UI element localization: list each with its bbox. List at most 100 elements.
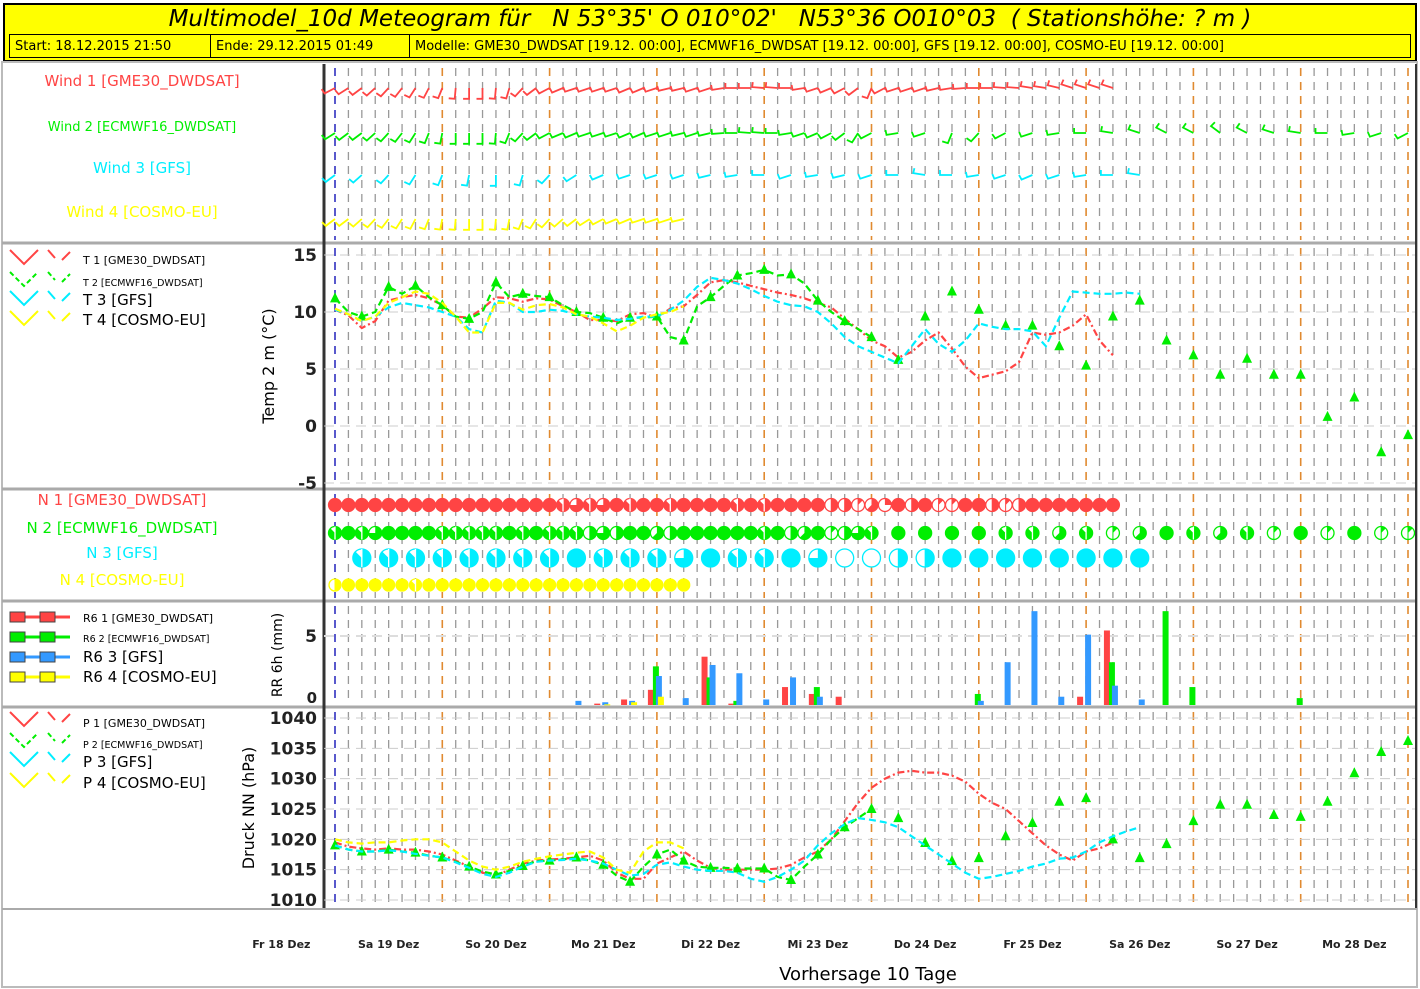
wind-barb <box>1127 124 1141 134</box>
cloud-cover-symbol <box>824 497 839 513</box>
wind-barb <box>320 87 336 95</box>
wind-barb <box>434 132 444 145</box>
cloud-fill <box>918 498 932 512</box>
wind-barb <box>476 219 484 231</box>
cloud-cover-symbol <box>432 548 452 568</box>
temp-legend-line-icon <box>9 310 71 327</box>
cloud-fill <box>1066 498 1080 512</box>
pressure-legend-line-icon <box>9 772 71 789</box>
wind-legend-label: Wind 3 [GFS] <box>93 159 191 177</box>
cloud-cover-symbol <box>663 525 678 541</box>
cloud-fill <box>341 526 355 540</box>
wind-barb <box>562 132 577 139</box>
wind-barb <box>992 82 1006 89</box>
cloud-fill <box>636 498 650 512</box>
cloud-cover-symbol <box>461 497 477 513</box>
day-label: Do 24 Dez <box>894 938 957 951</box>
precip-bar <box>682 698 689 705</box>
wind-barb <box>548 87 564 94</box>
pressure-marker <box>1295 810 1306 821</box>
cloud-fill <box>570 579 583 591</box>
wind-barb <box>375 174 390 185</box>
cloud-cover-symbol <box>1022 548 1043 568</box>
cloud-cover-symbol <box>327 497 343 513</box>
cloud-fill <box>972 498 986 512</box>
temp-marker <box>946 285 957 296</box>
cloud-cover-symbol <box>743 497 758 513</box>
pressure-line-m3 <box>334 816 1141 883</box>
precip-bar <box>1189 687 1196 705</box>
cloud-fill <box>355 579 368 591</box>
cloud-cover-symbol <box>837 525 852 541</box>
day-label: Mi 23 Dez <box>788 938 849 951</box>
cloud-fill <box>408 526 422 540</box>
cloud-cover-symbol <box>529 578 543 592</box>
cloud-fill <box>1106 498 1120 512</box>
wind-barb <box>696 86 711 93</box>
cloud-cover-symbol <box>770 497 785 513</box>
wind-barb <box>669 216 684 223</box>
wind-barb <box>589 218 604 226</box>
cloud-cover-symbol <box>462 578 476 592</box>
cloud-cover-symbol <box>1374 525 1389 541</box>
cloud-cover-symbol <box>1105 497 1121 513</box>
cloud-fill <box>342 579 355 591</box>
cloud-cover-symbol <box>649 497 665 513</box>
cloud-fill <box>831 526 836 533</box>
cloud-fill <box>652 526 664 540</box>
cloud-fill <box>583 579 596 591</box>
precip-bar <box>647 689 654 705</box>
wind-barb <box>509 132 524 143</box>
wind-barb <box>535 132 551 140</box>
models-info: Modelle: GME30_DWDSAT [19.12. 00:00], EC… <box>409 34 1411 58</box>
cloud-fill <box>831 498 838 512</box>
cloud-cover-symbol <box>700 548 721 568</box>
wind-barb <box>488 87 497 100</box>
cloud-cover-symbol <box>1078 525 1094 541</box>
temp-marker <box>1000 319 1011 330</box>
cloud-cover-symbol <box>743 525 758 541</box>
cloud-fill <box>844 498 852 512</box>
cloud-cover-symbol <box>810 525 825 541</box>
temp-marker <box>1322 410 1333 421</box>
cloud-fill <box>717 498 731 512</box>
wind-barb <box>830 132 846 142</box>
wind-barb <box>804 171 818 178</box>
wind-legend-label: Wind 4 [COSMO-EU] <box>66 203 217 221</box>
cloud-fill <box>1077 549 1096 567</box>
wind-barb <box>861 87 873 100</box>
cloud-fill <box>664 579 677 591</box>
cloud-fill <box>368 498 382 512</box>
cloud-cover-symbol <box>1239 525 1255 541</box>
precip-bar <box>1077 696 1084 705</box>
cloud-cover-symbol <box>808 548 828 568</box>
pressure-legend-label: P 4 [COSMO-EU] <box>83 774 206 792</box>
wind-barb <box>418 87 430 99</box>
wind-barb <box>1045 129 1060 136</box>
wind-barb <box>361 132 376 142</box>
wind-barb <box>897 86 912 93</box>
temp-line-m2 <box>334 268 873 342</box>
cloud-cover-symbol <box>475 497 490 513</box>
precip-bar <box>1004 662 1011 705</box>
wind-barb <box>463 133 470 145</box>
temp-axis-label: Temp 2 m (°C) <box>259 308 278 424</box>
cloud-cover-symbol <box>609 497 624 513</box>
pressure-marker <box>1027 816 1038 827</box>
cloud-cover-symbol <box>877 497 893 513</box>
temp-marker <box>973 303 984 314</box>
pressure-tick-label: 1025 <box>270 800 317 820</box>
cloud-fill <box>969 549 988 567</box>
cloud-fill <box>1005 498 1011 505</box>
cloud-fill <box>422 498 436 512</box>
wind-barb <box>924 85 939 92</box>
cloud-cover-symbol <box>566 548 587 568</box>
cloud-cover-symbol <box>969 548 989 568</box>
pressure-marker <box>1322 795 1333 806</box>
precip-bar <box>709 664 716 705</box>
cloud-fill <box>503 579 516 591</box>
wind-barb <box>602 218 618 225</box>
cloud-cover-symbol <box>529 525 544 541</box>
cloud-fill <box>992 498 999 512</box>
cloud-fill <box>744 498 758 512</box>
